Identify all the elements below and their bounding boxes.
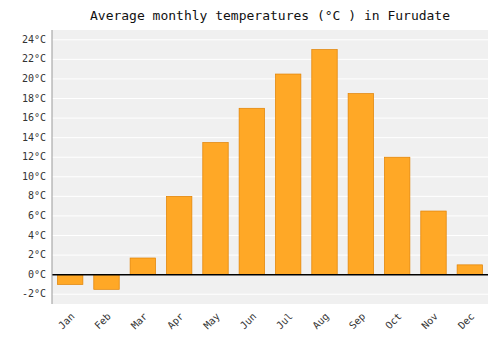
x-tick-label: Sep: [347, 311, 368, 332]
y-tick-label: 6°C: [28, 210, 46, 221]
y-tick-label: 4°C: [28, 230, 46, 241]
y-tick-label: 12°C: [22, 151, 46, 162]
y-axis-line: [52, 30, 53, 304]
bar: [130, 258, 155, 275]
bar: [239, 108, 264, 274]
grid-line: [52, 176, 488, 177]
plot-background: [52, 30, 488, 304]
bar: [203, 143, 228, 275]
y-tick-label: 16°C: [22, 112, 46, 123]
y-tick-label: 20°C: [22, 73, 46, 84]
y-tick-label: 14°C: [22, 132, 46, 143]
zero-line: [52, 274, 488, 276]
bar: [166, 196, 191, 274]
grid-line: [52, 39, 488, 40]
y-tick-label: 22°C: [22, 53, 46, 64]
y-tick-label: -2°C: [22, 288, 46, 299]
chart: -2°C 0°C 2°C 4°C 6°C 8°C 10°C 12°C 14°C 16°C 18°C 2…: [0, 0, 500, 350]
title: Average monthly temperatures (°C ) in Fu…: [90, 8, 450, 23]
grid-line: [52, 157, 488, 158]
bar: [94, 275, 119, 290]
grid-line: [52, 294, 488, 295]
bar: [384, 157, 409, 274]
x-tick-label: Oct: [383, 311, 404, 332]
grid-line: [52, 137, 488, 138]
x-tick-label: Dec: [456, 311, 477, 332]
bar: [312, 50, 337, 275]
y-tick-label: 8°C: [28, 190, 46, 201]
x-tick-label: Nov: [419, 311, 440, 332]
grid-line: [52, 118, 488, 119]
y-tick-label: 10°C: [22, 171, 46, 182]
grid-line: [52, 78, 488, 79]
x-tick-label: Jul: [274, 311, 295, 332]
x-tick-label: May: [201, 311, 222, 332]
bar: [275, 74, 300, 275]
x-tick-label: Feb: [92, 311, 113, 332]
x-tick-label: Jan: [56, 311, 77, 332]
grid-line: [52, 59, 488, 60]
x-tick-label: Jun: [238, 311, 259, 332]
y-tick-label: 18°C: [22, 93, 46, 104]
grid-line: [52, 196, 488, 197]
y-tick-label: 24°C: [22, 34, 46, 45]
y-tick-label: 2°C: [28, 249, 46, 260]
x-tick-label: Aug: [310, 311, 331, 332]
bar: [457, 265, 482, 275]
grid: [52, 40, 488, 294]
bar: [348, 94, 373, 275]
bar: [57, 275, 82, 285]
grid-line: [52, 274, 488, 275]
y-tick-labels: -2°C 0°C 2°C 4°C 6°C 8°C 10°C 12°C 14°C 16°C 18°C 2…: [22, 34, 46, 299]
x-tick-labels: Jan Feb Mar Apr May Jun Jul Aug Sep Oct Nov Dec: [56, 311, 476, 332]
grid-line: [52, 98, 488, 99]
x-tick-label: Apr: [165, 311, 186, 332]
bars: [57, 50, 482, 290]
x-tick-label: Mar: [129, 311, 150, 332]
y-tick-label: 0°C: [28, 269, 46, 280]
bar: [421, 211, 446, 275]
